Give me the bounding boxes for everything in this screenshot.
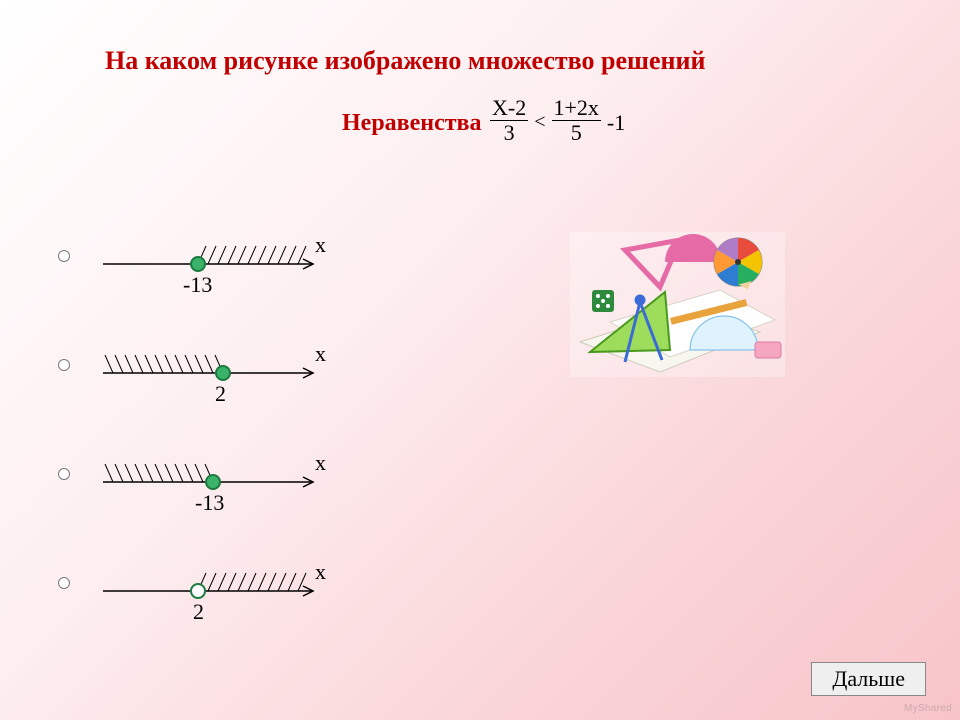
formula-tail: -1: [607, 110, 625, 136]
number-line-value: -13: [195, 490, 224, 515]
number-line-value: -13: [183, 272, 212, 297]
fraction-1-denominator: 3: [502, 121, 517, 145]
axis-label: x: [315, 341, 326, 366]
less-than-operator: <: [534, 111, 545, 134]
number-line-holder: 2x: [98, 341, 338, 418]
number-line: 2x: [98, 341, 338, 413]
option-row: -13 x: [58, 232, 338, 309]
fraction-2-denominator: 5: [569, 121, 584, 145]
page-title: На каком рисунке изображено множество ре…: [105, 46, 705, 76]
axis-label: x: [315, 232, 326, 257]
option-row: -13 x: [58, 450, 338, 527]
fraction-2: 1+2x 5: [552, 96, 601, 145]
number-line: 2x: [98, 559, 338, 631]
option-row: 2x: [58, 341, 338, 418]
math-tools-clipart: [570, 232, 785, 377]
page-subtitle: Неравенства: [342, 110, 482, 137]
fraction-2-numerator: 1+2x: [552, 96, 601, 121]
number-line-holder: -13 x: [98, 450, 338, 527]
axis-label: x: [315, 450, 326, 475]
option-radio[interactable]: [58, 250, 70, 262]
option-row: 2x: [58, 559, 338, 636]
number-line-value: 2: [193, 599, 204, 624]
option-radio[interactable]: [58, 468, 70, 480]
fraction-1: X-2 3: [490, 96, 528, 145]
option-radio[interactable]: [58, 359, 70, 371]
number-line: -13 x: [98, 232, 338, 304]
number-line: -13 x: [98, 450, 338, 522]
options-list: -13x 2x -13x 2x: [58, 232, 338, 668]
number-line-value: 2: [215, 381, 226, 406]
inequality-formula: X-2 3 < 1+2x 5 -1: [490, 96, 625, 145]
option-radio[interactable]: [58, 577, 70, 589]
axis-label: x: [315, 559, 326, 584]
fraction-1-numerator: X-2: [490, 96, 528, 121]
number-line-holder: -13 x: [98, 232, 338, 309]
watermark: MyShared: [904, 703, 952, 714]
number-line-holder: 2x: [98, 559, 338, 636]
next-button[interactable]: Дальше: [811, 662, 926, 696]
